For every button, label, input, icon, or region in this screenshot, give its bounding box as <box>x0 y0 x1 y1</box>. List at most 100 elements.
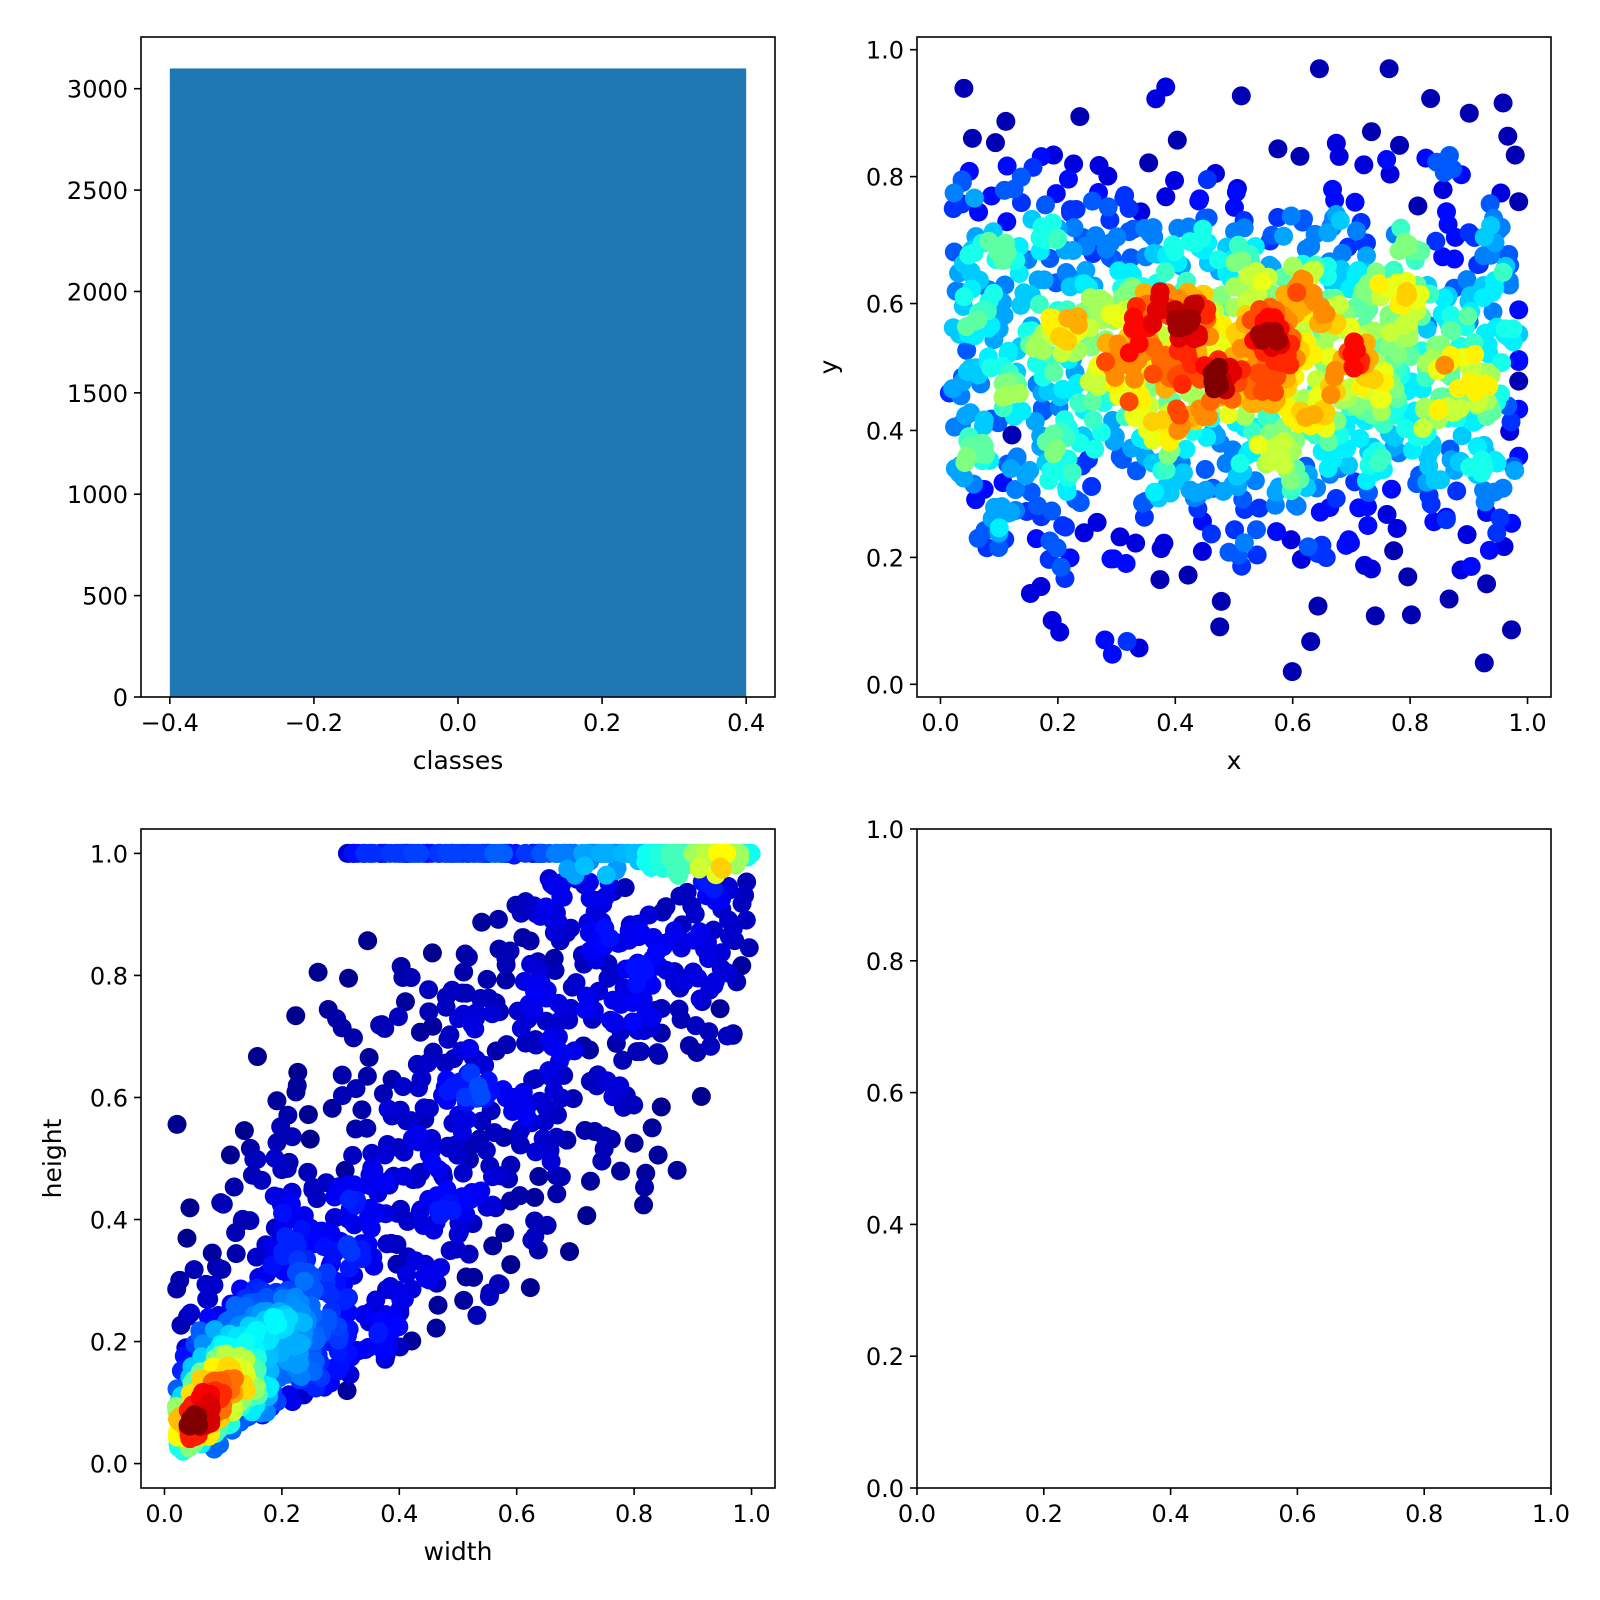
plot-area <box>939 59 1529 682</box>
scatter-point <box>374 1341 394 1361</box>
scatter-point <box>1228 235 1248 255</box>
scatter-point <box>1443 159 1463 179</box>
scatter-point <box>389 1317 409 1337</box>
scatter-point <box>1393 315 1413 335</box>
scatter-point <box>1126 461 1146 481</box>
y-tick-label: 0.8 <box>866 164 904 192</box>
scatter-point <box>477 969 497 989</box>
scatter-point <box>1197 170 1217 190</box>
scatter-point <box>1461 556 1481 576</box>
scatter-point <box>1100 304 1120 324</box>
scatter-point <box>497 1035 517 1055</box>
scatter-point <box>246 1247 266 1267</box>
scatter-point <box>1163 235 1183 255</box>
scatter-point <box>352 1100 372 1120</box>
scatter-point <box>954 287 974 307</box>
scatter-point <box>1135 218 1155 238</box>
scatter-point <box>1178 565 1198 585</box>
scatter-point <box>599 843 619 863</box>
scatter-point <box>406 1251 426 1271</box>
scatter-point <box>273 1203 293 1223</box>
scatter-point <box>1267 522 1287 542</box>
scatter-point <box>205 1320 225 1340</box>
scatter-point <box>667 1160 687 1180</box>
scatter-point <box>1287 282 1307 302</box>
scatter-point <box>424 1262 444 1282</box>
scatter-point <box>422 1152 442 1172</box>
plot-area <box>166 843 761 1461</box>
scatter-point <box>422 943 442 963</box>
axes-frame: −0.4 −0.2 0.0 0.2 0.4 0 500 1000 1500 2000 2500 300… <box>67 36 776 775</box>
scatter-point <box>536 897 556 917</box>
scatter-point <box>1016 465 1036 485</box>
scatter-point <box>1358 516 1378 536</box>
scatter-point <box>1230 453 1250 473</box>
scatter-point <box>418 1053 438 1073</box>
scatter-point <box>1472 450 1492 470</box>
scatter-point <box>1357 497 1377 517</box>
y-tick-label: 1000 <box>67 481 128 509</box>
scatter-point <box>1095 630 1115 650</box>
y-tick-label: 500 <box>82 583 128 611</box>
scatter-point <box>196 1274 216 1294</box>
scatter-point <box>184 1260 204 1280</box>
x-tick-label: 0.4 <box>380 1500 418 1528</box>
scatter-point <box>1168 218 1188 238</box>
scatter-point <box>1109 261 1129 281</box>
scatter-point <box>298 1105 318 1125</box>
y-tick-label: 0.6 <box>866 1080 904 1108</box>
scatter-point <box>343 1145 363 1165</box>
scatter-point <box>1398 285 1418 305</box>
scatter-point <box>954 78 974 98</box>
scatter-point <box>380 1277 400 1297</box>
scatter-point <box>1176 316 1196 336</box>
y-tick-label: 0.0 <box>866 1475 904 1503</box>
scatter-point <box>443 843 463 863</box>
y-tick-label: 0.2 <box>866 544 904 572</box>
scatter-point <box>1050 622 1070 642</box>
scatter-point <box>1210 617 1230 637</box>
scatter-point <box>234 1121 254 1141</box>
scatter-point <box>343 1028 363 1048</box>
scatter-point <box>488 909 508 929</box>
scatter-point <box>1457 270 1477 290</box>
scatter-point <box>1480 194 1500 214</box>
scatter-point <box>358 931 378 951</box>
scatter-point <box>357 1066 377 1086</box>
scatter-point <box>501 1191 521 1211</box>
scatter-point <box>525 1187 545 1207</box>
y-axis-label: height <box>38 1118 67 1198</box>
scatter-point <box>1176 439 1196 459</box>
scatter-point <box>595 918 615 938</box>
x-tick-label: 1.0 <box>1532 1500 1570 1528</box>
scatter-point <box>322 1098 342 1118</box>
scatter-point <box>393 1077 413 1097</box>
scatter-point <box>1346 340 1366 360</box>
scatter-point <box>376 1172 396 1192</box>
scatter-point <box>1027 496 1047 516</box>
x-tick-label: 0.2 <box>1039 709 1077 737</box>
scatter-point <box>577 1206 597 1226</box>
scatter-point <box>496 970 516 990</box>
scatter-point <box>1248 435 1268 455</box>
scatter-point <box>1005 480 1025 500</box>
scatter-point <box>545 960 565 980</box>
scatter-point <box>994 386 1014 406</box>
scatter-point <box>1172 374 1192 394</box>
scatter-point <box>435 1053 455 1073</box>
scatter-point <box>1281 471 1301 491</box>
x-tick-label: 1.0 <box>1508 709 1546 737</box>
scatter-point <box>452 1122 472 1142</box>
scatter-point <box>548 843 568 863</box>
scatter-point <box>170 1270 190 1290</box>
scatter-point <box>515 843 535 863</box>
scatter-point <box>560 1242 580 1262</box>
scatter-point <box>462 1015 482 1035</box>
scatter-point <box>394 1166 414 1186</box>
scatter-point <box>339 968 359 988</box>
scatter-point <box>1194 406 1214 426</box>
scatter-point <box>1493 262 1513 282</box>
scatter-point <box>1426 231 1446 251</box>
x-tick-label: 0.8 <box>615 1500 653 1528</box>
scatter-point <box>613 1050 633 1070</box>
